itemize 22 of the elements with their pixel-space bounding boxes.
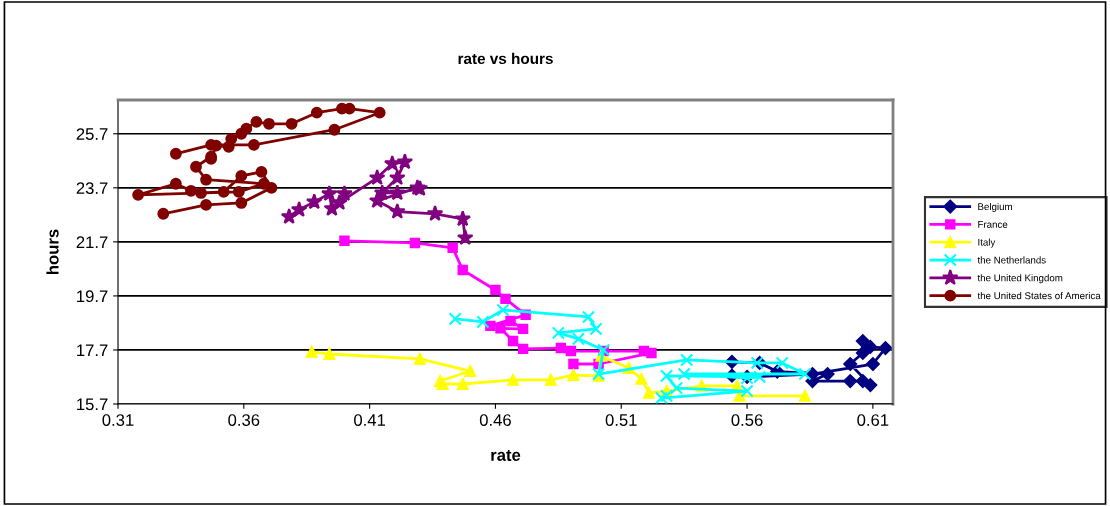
legend-label: Belgium	[978, 202, 1012, 212]
y-tick-label: 21.7	[76, 236, 108, 248]
x-tick-label: 0.41	[354, 414, 386, 426]
x-tick-label: 0.61	[857, 414, 889, 426]
legend-label: Italy	[978, 238, 996, 248]
y-tick-label: 19.7	[77, 290, 108, 303]
legend-label: the United States of America	[977, 292, 1101, 300]
legend-label: France	[978, 221, 1008, 228]
y-tick-label: 17.7	[77, 344, 108, 356]
legend-label: the United Kingdom	[977, 274, 1063, 284]
x-axis-title: rate	[491, 449, 521, 461]
y-axis-title: hours	[46, 229, 59, 274]
x-tick-label: 0.56	[731, 414, 763, 426]
y-tick-label: 15.7	[77, 398, 108, 411]
x-tick-label: 0.31	[102, 414, 134, 426]
x-tick-label: 0.46	[479, 414, 511, 426]
y-tick-label: 23.7	[76, 182, 108, 195]
y-tick-label: 25.7	[76, 128, 108, 140]
chart-title: rate vs hours	[458, 52, 553, 65]
x-tick-label: 0.51	[605, 414, 637, 426]
legend-label: the Netherlands	[977, 256, 1046, 264]
x-tick-label: 0.36	[228, 414, 260, 426]
